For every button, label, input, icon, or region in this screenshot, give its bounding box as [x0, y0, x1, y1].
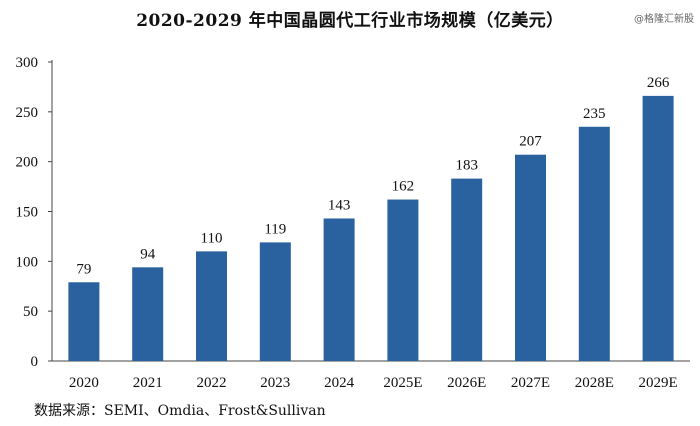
- x-tick-label: 2027E: [511, 375, 550, 391]
- y-tick-label: 300: [16, 55, 39, 71]
- bar-value-label: 235: [583, 106, 606, 122]
- bar: [323, 218, 355, 361]
- watermark: @格隆汇新股: [634, 14, 694, 25]
- x-tick-label: 2023: [260, 375, 290, 391]
- source-note: 数据来源：SEMI、Omdia、Frost&Sullivan: [34, 403, 326, 419]
- y-tick-label: 200: [16, 155, 39, 171]
- bar-value-label: 110: [201, 230, 223, 246]
- y-tick-label: 150: [16, 205, 39, 221]
- bar: [259, 242, 291, 361]
- bar: [515, 154, 546, 361]
- y-tick-label: 250: [16, 105, 39, 121]
- bar: [196, 251, 227, 361]
- bar-value-label: 207: [519, 134, 542, 150]
- bar: [451, 178, 483, 361]
- x-tick-label: 2028E: [575, 375, 614, 391]
- x-tick-label: 2021: [133, 375, 163, 391]
- chart-title: 2020-2029 年中国晶圆代工行业市场规模（亿美元）: [136, 11, 564, 31]
- x-tick-label: 2026E: [447, 375, 486, 391]
- bar: [387, 199, 419, 361]
- bar: [642, 95, 674, 362]
- bar: [68, 282, 100, 361]
- bar-value-label: 94: [140, 246, 156, 262]
- bar: [578, 126, 610, 362]
- bar-value-label: 183: [455, 158, 478, 174]
- y-tick-label: 0: [31, 354, 39, 370]
- bar: [132, 267, 164, 361]
- bar-value-label: 119: [264, 221, 286, 237]
- y-tick-label: 100: [16, 254, 39, 270]
- x-tick-label: 2022: [197, 375, 227, 391]
- x-tick-label: 2024: [324, 375, 355, 391]
- x-tick-label: 2025E: [383, 375, 422, 391]
- y-tick-label: 50: [23, 304, 38, 320]
- bar-value-label: 266: [647, 75, 670, 91]
- x-tick-label: 2029E: [639, 375, 678, 391]
- bar-value-label: 162: [392, 179, 415, 195]
- chart-bars: 79 2020 94 2021 110 2022 119 2023 143 2024 162 2025…: [68, 75, 678, 391]
- bar-value-label: 79: [76, 261, 91, 277]
- x-tick-label: 2020: [69, 375, 99, 391]
- bar-value-label: 143: [328, 197, 351, 213]
